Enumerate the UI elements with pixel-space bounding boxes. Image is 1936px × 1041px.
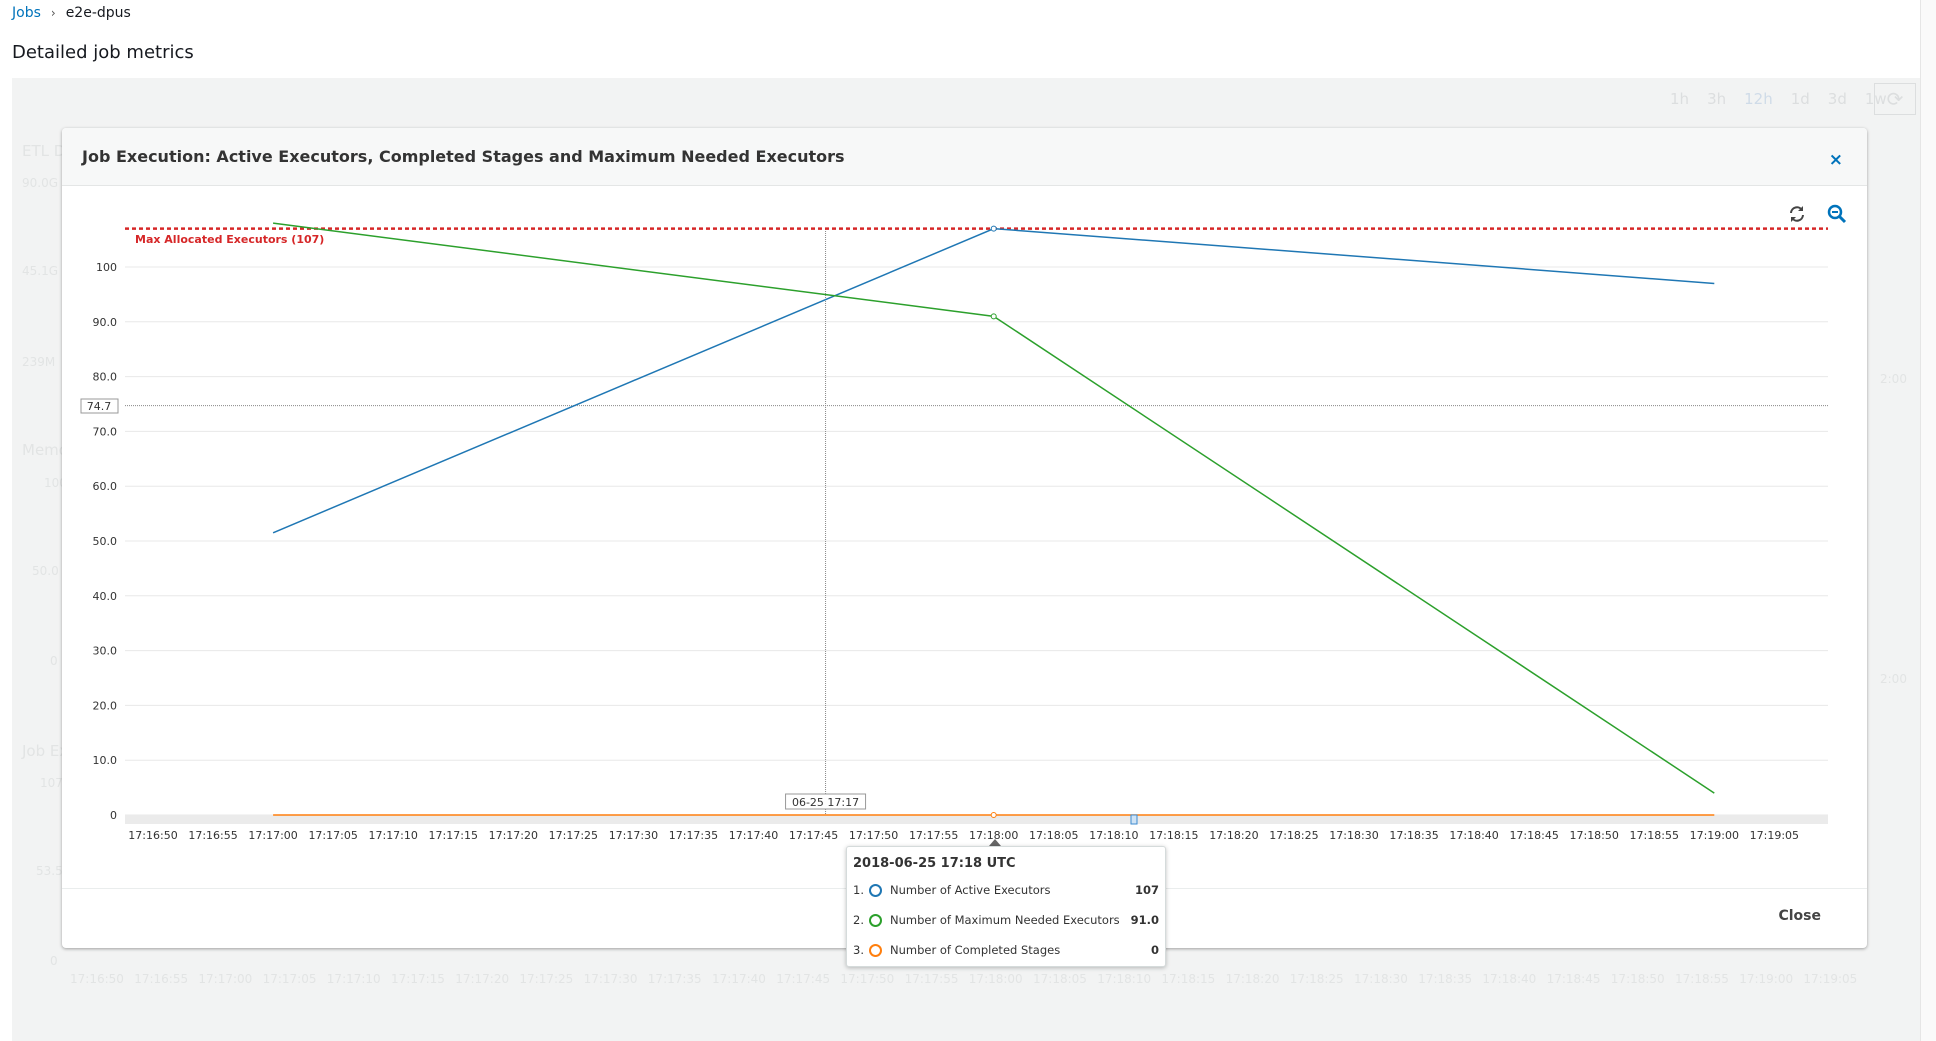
tooltip-row-value: 0 [1150, 943, 1159, 957]
background-x-tick: 17:17:25 [519, 972, 574, 986]
job-execution-modal: Job Execution: Active Executors, Complet… [62, 128, 1867, 948]
range-3d[interactable]: 3d [1827, 90, 1847, 108]
range-3h[interactable]: 3h [1707, 90, 1727, 108]
range-12h[interactable]: 12h [1744, 90, 1773, 108]
background-x-tick: 17:17:15 [391, 972, 445, 986]
series-circle-icon [869, 943, 882, 957]
background-axis-label: 45.1G [22, 264, 59, 278]
tooltip-row-value: 107 [1134, 883, 1159, 897]
page-title: Detailed job metrics [12, 42, 194, 63]
breadcrumb-current: e2e-dpus [65, 5, 131, 21]
zoom-out-icon [1827, 204, 1847, 224]
time-range-selector: 1h 3h 12h 1d 3d 1w [1670, 90, 1887, 108]
background-x-tick: 17:18:20 [1225, 972, 1280, 986]
background-axis-label: ETL Da [22, 142, 75, 160]
background-x-tick: 17:16:55 [134, 972, 189, 986]
background-x-tick: 17:18:55 [1675, 972, 1729, 986]
background-x-tick: 17:17:30 [583, 972, 638, 986]
tooltip-row-label: Number of Maximum Needed Executors [890, 913, 1120, 927]
series-circle-icon [869, 883, 882, 897]
tooltip-row: 1. Number of Active Executors 107 [853, 883, 1159, 897]
range-1d[interactable]: 1d [1790, 90, 1810, 108]
background-axis-label: 53.5 [36, 864, 63, 878]
tooltip-row-index: 3. [853, 943, 864, 957]
background-x-tick: 17:18:25 [1289, 972, 1344, 986]
background-x-tick: 17:17:45 [776, 972, 831, 986]
background-x-tick: 17:18:50 [1610, 972, 1665, 986]
background-axis-label: 50.0 [32, 564, 59, 578]
range-1h[interactable]: 1h [1670, 90, 1690, 108]
breadcrumb: Jobs › e2e-dpus [12, 5, 131, 21]
series-circle-icon [869, 913, 882, 927]
background-axis-label: 0 [50, 954, 58, 968]
tooltip-pointer [989, 839, 1001, 846]
range-1w[interactable]: 1w [1864, 90, 1887, 108]
background-x-tick: 17:17:20 [455, 972, 510, 986]
background-x-tick: 17:18:05 [1033, 972, 1087, 986]
zoom-out-button[interactable] [1827, 204, 1847, 228]
background-x-tick: 17:18:30 [1354, 972, 1408, 986]
background-axis-label: 239M [22, 355, 56, 369]
background-axis-label: 2:00 [1880, 672, 1907, 686]
tooltip-row-index: 2. [853, 913, 864, 927]
chart-refresh-button[interactable] [1788, 205, 1806, 227]
background-x-tick: 17:17:00 [198, 972, 253, 986]
background-axis-label: 90.0G [22, 176, 59, 190]
chart-tooltip: 2018-06-25 17:18 UTC 1. Number of Active… [846, 846, 1166, 967]
background-x-tick: 17:18:45 [1546, 972, 1601, 986]
tooltip-title: 2018-06-25 17:18 UTC [853, 856, 1016, 871]
tooltip-row: 2. Number of Maximum Needed Executors 91… [853, 913, 1159, 927]
close-icon[interactable]: × [1828, 150, 1843, 170]
background-axis-label: 0 [50, 654, 58, 668]
dashboard-refresh-button[interactable]: ⟳ [1874, 83, 1916, 115]
background-axis-label: 107 [40, 776, 63, 790]
background-x-tick: 17:17:05 [262, 972, 317, 986]
tooltip-row-index: 1. [853, 883, 864, 897]
tooltip-row-value: 91.0 [1130, 913, 1159, 927]
background-x-tick: 17:16:50 [70, 972, 124, 986]
tooltip-row: 3. Number of Completed Stages 0 [853, 943, 1159, 957]
background-x-tick: 17:17:55 [904, 972, 959, 986]
breadcrumb-separator-icon: › [50, 6, 56, 20]
background-x-tick: 17:18:15 [1161, 972, 1216, 986]
background-x-tick: 17:19:05 [1803, 972, 1858, 986]
background-axis-label: Memo [22, 441, 68, 459]
close-button[interactable]: Close [1778, 908, 1821, 924]
modal-header: Job Execution: Active Executors, Complet… [62, 128, 1867, 186]
background-x-tick: 17:19:00 [1739, 972, 1794, 986]
tooltip-row-label: Number of Active Executors [890, 883, 1051, 897]
background-x-tick: 17:17:50 [840, 972, 895, 986]
background-axis-label: 2:00 [1880, 372, 1907, 386]
modal-title: Job Execution: Active Executors, Complet… [82, 147, 845, 166]
page-scrollbar[interactable] [1920, 0, 1936, 1041]
refresh-icon: ⟳ [1886, 87, 1904, 111]
background-x-tick: 17:18:35 [1418, 972, 1473, 986]
breadcrumb-jobs-link[interactable]: Jobs [12, 5, 41, 21]
background-x-tick: 17:18:10 [1097, 972, 1152, 986]
background-x-tick: 17:18:00 [968, 972, 1023, 986]
background-x-tick: 17:18:40 [1482, 972, 1537, 986]
background-axis-label: 100 [44, 476, 67, 490]
tooltip-row-label: Number of Completed Stages [890, 943, 1061, 957]
background-x-tick: 17:17:40 [712, 972, 766, 986]
background-axis-label: Job Ex [22, 742, 69, 760]
background-x-tick: 17:17:10 [326, 972, 381, 986]
background-x-tick: 17:17:35 [647, 972, 702, 986]
refresh-icon [1790, 206, 1804, 222]
